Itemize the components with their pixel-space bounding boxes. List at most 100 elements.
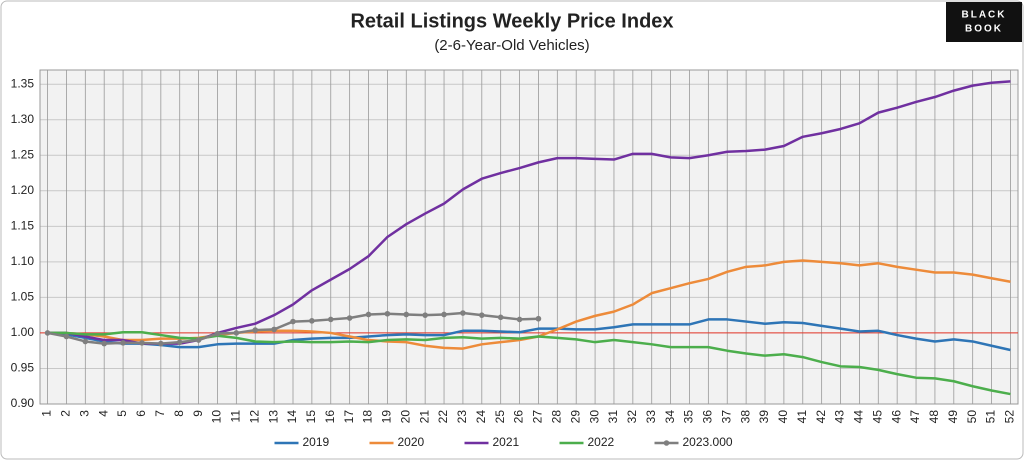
x-tick-label: 33 <box>644 410 658 424</box>
point <box>478 312 485 318</box>
x-tick-label: 2 <box>59 410 73 417</box>
x-tick-label: 11 <box>229 410 243 423</box>
x-tick-label: 22 <box>436 410 450 424</box>
x-tick-label: 29 <box>568 410 582 424</box>
x-tick-label: 15 <box>304 410 318 424</box>
x-tick-label: 14 <box>285 410 299 424</box>
point <box>195 337 202 343</box>
point <box>327 316 334 323</box>
point <box>120 340 126 346</box>
x-tick-label: 10 <box>210 410 224 424</box>
y-tick-label: 1.20 <box>11 183 35 197</box>
point <box>214 330 221 337</box>
y-tick-label: 1.35 <box>11 76 35 90</box>
x-tick-label: 35 <box>682 410 696 424</box>
x-tick-label: 28 <box>549 410 563 424</box>
x-tick-label: 8 <box>172 410 186 417</box>
y-tick-label: 1.15 <box>11 219 35 233</box>
x-tick-label: 12 <box>247 410 261 424</box>
point <box>252 327 259 333</box>
x-tick-label: 30 <box>587 410 601 424</box>
x-tick-label: 16 <box>323 410 337 424</box>
legend-label: 2023.000 <box>683 435 733 449</box>
x-tick-label: 51 <box>984 410 998 424</box>
x-tick-label: 21 <box>417 410 431 424</box>
y-tick-label: 1.00 <box>11 325 35 339</box>
point <box>516 316 523 323</box>
legend-label: 2021 <box>493 435 520 449</box>
x-tick-label: 34 <box>663 410 677 424</box>
x-tick-label: 39 <box>757 410 771 424</box>
point <box>271 326 277 333</box>
legend-label: 2020 <box>398 435 425 449</box>
x-tick-label: 43 <box>833 410 847 424</box>
point <box>346 315 353 321</box>
x-tick-label: 31 <box>606 410 620 424</box>
x-tick-label: 9 <box>191 410 205 417</box>
y-tick-label: 1.25 <box>11 147 35 161</box>
y-tick-label: 0.90 <box>11 396 35 410</box>
x-tick-label: 41 <box>795 410 809 424</box>
legend-label: 2022 <box>588 435 615 449</box>
x-tick-label: 50 <box>965 410 979 424</box>
point <box>44 330 51 336</box>
chart-title: Retail Listings Weekly Price Index <box>350 10 673 32</box>
x-tick-label: 6 <box>134 410 148 417</box>
point <box>384 310 391 317</box>
x-tick-label: 45 <box>870 410 884 424</box>
point <box>233 330 240 336</box>
x-tick-label: 3 <box>77 410 91 417</box>
point <box>290 318 296 325</box>
x-tick-label: 32 <box>625 410 639 424</box>
point <box>63 333 70 340</box>
y-tick-label: 1.10 <box>11 254 35 268</box>
x-tick-label: 40 <box>776 410 790 424</box>
x-tick-label: 38 <box>738 410 752 424</box>
x-tick-label: 42 <box>814 410 828 424</box>
point <box>497 314 504 321</box>
x-tick-label: 46 <box>889 410 903 424</box>
point <box>139 340 145 346</box>
x-tick-label: 36 <box>701 410 715 424</box>
x-tick-label: 52 <box>1003 410 1017 424</box>
x-tick-label: 5 <box>115 410 129 417</box>
x-tick-label: 13 <box>266 410 280 424</box>
x-tick-label: 44 <box>852 410 866 424</box>
x-tick-label: 18 <box>361 410 375 424</box>
x-tick-label: 26 <box>512 410 526 424</box>
x-tick-label: 37 <box>719 410 733 424</box>
x-tick-label: 48 <box>927 410 941 424</box>
x-tick-label: 4 <box>96 410 110 417</box>
point <box>403 311 410 318</box>
x-tick-label: 23 <box>455 410 469 424</box>
point <box>101 340 107 347</box>
point <box>82 338 89 345</box>
chart-subtitle: (2-6-Year-Old Vehicles) <box>434 37 589 54</box>
y-tick-label: 1.30 <box>11 112 35 126</box>
point <box>460 310 466 316</box>
x-tick-label: 49 <box>946 410 960 424</box>
point <box>441 311 447 318</box>
y-tick-label: 1.05 <box>11 290 35 304</box>
y-tick-label: 0.95 <box>11 361 35 375</box>
legend-label: 2019 <box>303 435 330 449</box>
x-tick-label: 1 <box>40 410 54 417</box>
series-line <box>47 318 1011 352</box>
logo-text: BLACK <box>962 10 1007 21</box>
x-tick-label: 25 <box>493 410 507 424</box>
x-tick-label: 27 <box>531 410 545 424</box>
point <box>176 339 183 345</box>
legend-marker <box>663 440 670 446</box>
x-tick-label: 20 <box>398 410 412 424</box>
point <box>422 312 428 318</box>
x-tick-label: 19 <box>380 410 394 424</box>
point <box>158 340 164 347</box>
logo-box <box>946 2 1022 42</box>
x-tick-label: 24 <box>474 410 488 424</box>
point <box>365 311 372 318</box>
x-tick-label: 7 <box>153 410 167 417</box>
point <box>309 318 315 324</box>
x-tick-label: 17 <box>342 410 356 424</box>
x-tick-label: 47 <box>908 410 922 424</box>
